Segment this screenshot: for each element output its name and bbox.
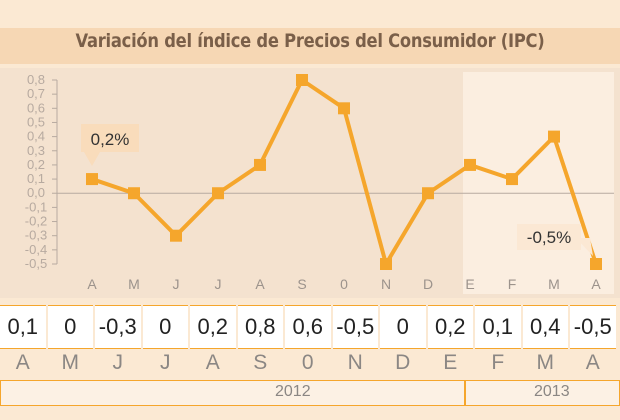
y-tick-label: 0,0 [27,185,45,200]
y-tick-label: 0,5 [27,114,45,129]
x-tick-label: A [255,276,265,292]
x-tick-label: E [465,276,474,292]
value-cell: 0,4 [522,305,568,349]
value-cell: -0,5 [332,305,378,349]
x-tick-label: D [423,276,433,292]
value-cell: 0,1 [0,305,46,349]
y-axis: 0,80,70,60,50,40,30,20,10,0-0,1-0,2-0,3-… [25,72,614,271]
year-band-2012 [0,380,465,406]
annotation-last: -0,5% [527,228,571,247]
data-point [548,130,560,143]
data-point [254,158,266,171]
y-tick-label: 0,7 [27,86,45,101]
month-label: J [160,351,171,374]
x-tick-label: N [381,276,391,292]
x-tick-label: F [508,276,517,292]
month-label: S [253,351,268,374]
y-tick-label: 0,2 [27,157,45,172]
value-cell: 0,8 [237,305,283,349]
data-point [170,229,182,242]
y-tick-label: 0,6 [27,100,45,115]
year-band-2013 [465,380,620,406]
month-label: A [205,351,220,374]
annotation-pointer-first [84,152,100,166]
month-label: M [536,351,555,374]
values-row: 0,1 0 -0,3 0 0,2 0,8 0,6 -0,5 0 0,2 0,1 0,4 -0,5 [0,305,620,349]
chart-title: Variación del índice de Precios del Cons… [75,30,545,52]
value-cell: 0,1 [475,305,521,349]
data-point [422,187,434,200]
series [86,74,602,270]
annotation-bg-first [81,124,139,152]
y-tick-label: 0,3 [27,143,45,158]
value-cell: 0,6 [285,305,331,349]
month-label: E [443,351,458,374]
y-tick-label: -0,2 [25,214,47,229]
value-cell: 0 [380,305,426,349]
month-label: A [585,351,600,374]
y-tick-label: -0,3 [25,228,47,243]
month-label: M [61,351,80,374]
y-tick-label: -0,1 [25,199,47,214]
x-tick-label: A [591,276,601,292]
data-point [296,74,308,86]
month-label: 0 [301,351,314,374]
annotations: 0,2% -0,5% [81,124,593,256]
value-cell: -0,3 [95,305,141,349]
data-point [86,173,98,186]
value-cell: 0,2 [427,305,473,349]
value-cell: 0,2 [190,305,236,349]
month-label: N [347,351,363,374]
x-axis: A M J J A S 0 N D E F M A [87,276,601,292]
annotation-first: 0,2% [91,130,130,149]
x-tick-label: M [548,276,560,292]
highlight-2013 [463,72,614,294]
year-label-2012: 2012 [275,383,311,400]
value-cell: -0,5 [570,305,616,349]
data-point [380,258,392,270]
data-point [464,158,476,171]
x-tick-label: J [173,276,180,292]
value-cell: 0 [47,305,93,349]
y-tick-label: 0,8 [27,72,45,87]
x-tick-label: J [215,276,222,292]
year-label-2013: 2013 [534,383,570,400]
annotation-bg-last [517,224,581,250]
month-label: D [395,351,411,374]
data-point [590,258,602,270]
month-label: J [112,351,124,374]
data-point [506,173,518,186]
data-point [338,102,350,115]
y-tick-label: -0,4 [25,242,47,257]
y-tick-label: -0,5 [25,256,47,271]
data-point [128,187,140,200]
y-tick-label: 0,4 [27,129,45,144]
y-tick-label: 0,1 [27,171,45,186]
title-bar [0,28,620,64]
value-cell: 0 [142,305,188,349]
x-tick-label: A [87,276,97,292]
month-label: F [491,351,505,374]
x-tick-label: M [128,276,140,292]
annotation-pointer-last [576,238,593,256]
x-tick-label: S [297,276,306,292]
month-label: A [15,351,30,374]
data-point [212,187,224,200]
x-tick-label: 0 [340,276,348,292]
